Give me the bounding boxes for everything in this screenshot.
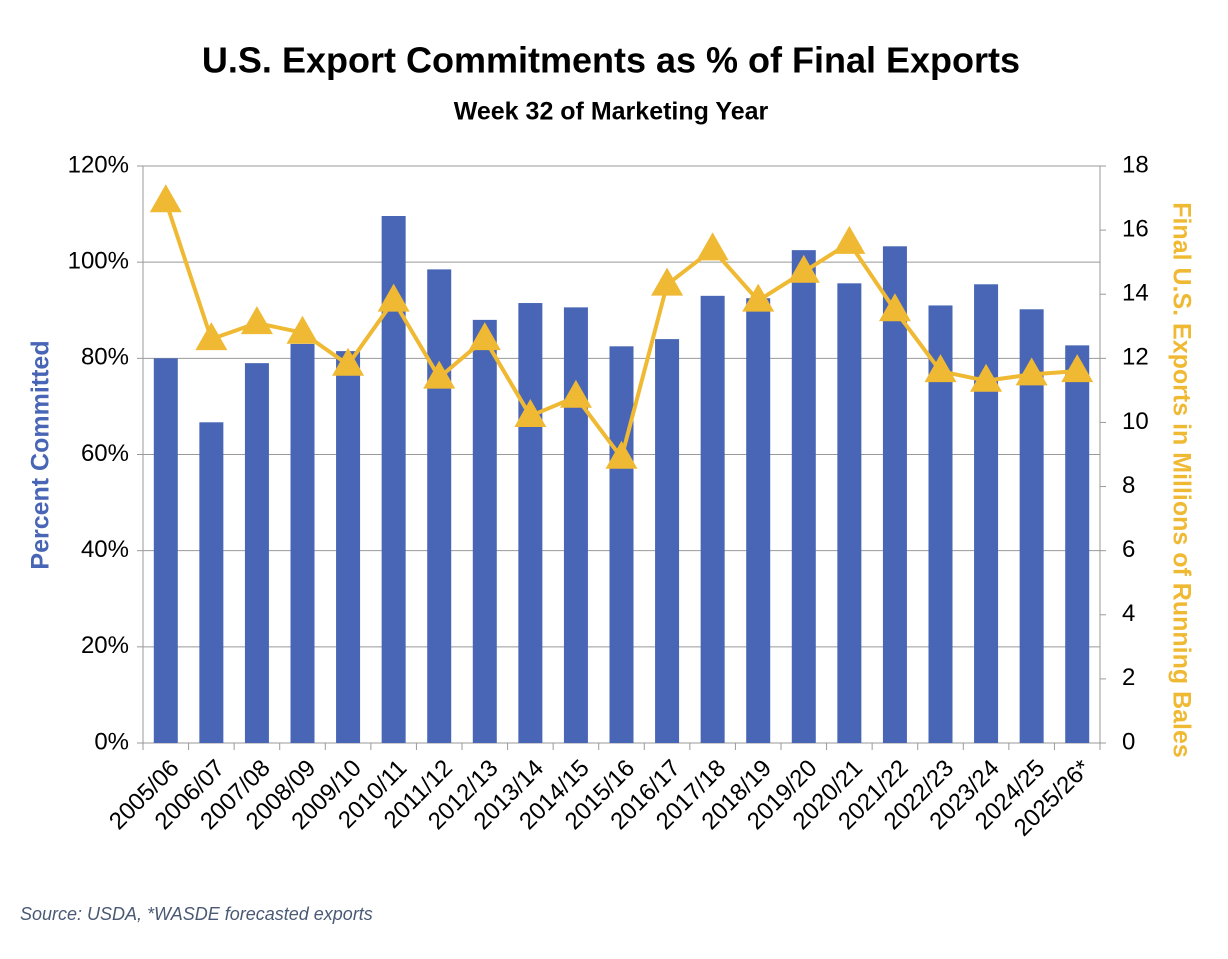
bar: [290, 343, 315, 743]
y2-tick-label: 16: [1122, 215, 1149, 242]
bar: [700, 295, 725, 743]
bar: [974, 284, 999, 743]
bar: [1019, 309, 1044, 743]
line-marker: [514, 399, 547, 428]
y2-tick-label: 0: [1122, 728, 1135, 755]
bar: [1065, 345, 1090, 743]
y2-tick-label: 2: [1122, 664, 1135, 691]
bar: [518, 303, 543, 743]
y-tick-label: 0%: [94, 728, 129, 755]
line-marker: [787, 254, 820, 283]
bar: [609, 346, 634, 743]
bar: [837, 283, 862, 743]
line-marker: [559, 379, 592, 408]
line-marker: [240, 306, 273, 335]
bar: [746, 298, 771, 743]
y-tick-label: 60%: [81, 440, 129, 467]
bar: [655, 339, 680, 743]
line-marker: [970, 363, 1003, 392]
y-tick-label: 100%: [68, 248, 129, 275]
line-marker: [924, 354, 957, 383]
line-marker: [1061, 354, 1094, 383]
y2-tick-label: 12: [1122, 344, 1149, 371]
y-tick-label: 40%: [81, 536, 129, 563]
y-tick-label: 80%: [81, 344, 129, 371]
y2-tick-label: 8: [1122, 472, 1135, 499]
y2-axis-title: Final U.S. Exports in Millions of Runnin…: [1167, 202, 1195, 758]
y-axis-title: Percent Committed: [27, 340, 55, 569]
y2-tick-label: 18: [1122, 151, 1149, 178]
bar: [153, 358, 178, 743]
y-tick-label: 20%: [81, 632, 129, 659]
bar: [791, 250, 816, 744]
line-marker: [696, 232, 729, 261]
bar: [427, 269, 452, 743]
bar: [199, 422, 224, 743]
chart-subtitle: Week 32 of Marketing Year: [454, 98, 769, 126]
y2-tick-label: 10: [1122, 408, 1149, 435]
bar: [563, 307, 588, 743]
line-marker: [1015, 357, 1048, 386]
line-marker: [377, 283, 410, 312]
y2-tick-label: 14: [1122, 280, 1149, 307]
source-note: Source: USDA, *WASDE forecasted exports: [20, 904, 373, 924]
line-marker: [332, 347, 365, 376]
chart-title: U.S. Export Commitments as % of Final Ex…: [202, 40, 1020, 81]
line-marker: [286, 315, 319, 344]
line-marker: [149, 184, 182, 213]
line-marker: [833, 225, 866, 254]
bar: [244, 363, 269, 743]
bar: [336, 351, 361, 743]
y2-tick-label: 4: [1122, 600, 1135, 627]
y-tick-label: 120%: [68, 151, 129, 178]
line-marker: [878, 293, 911, 322]
y2-tick-label: 6: [1122, 536, 1135, 563]
line-marker: [423, 360, 456, 389]
line-marker: [742, 283, 775, 312]
line-marker: [468, 322, 501, 351]
line-marker: [651, 267, 684, 296]
bar: [882, 246, 907, 743]
bar: [472, 319, 497, 743]
line-marker: [195, 322, 228, 351]
line-marker: [605, 440, 638, 469]
